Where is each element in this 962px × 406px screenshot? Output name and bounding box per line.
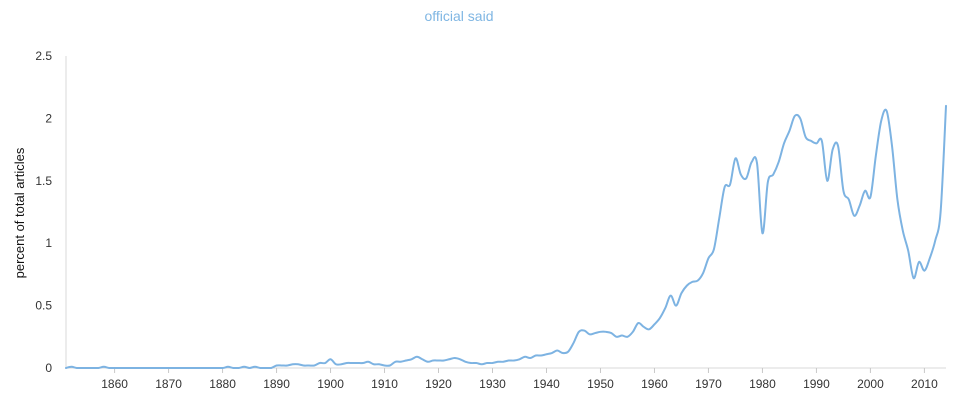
y-axis-label: percent of total articles (12, 147, 27, 278)
x-tick-label: 1860 (101, 377, 128, 391)
x-axis-ticks: 1860 1870 1880 1890 1900 1910 1920 1930 1940 1950… (101, 368, 938, 391)
x-tick-label: 1920 (425, 377, 452, 391)
y-tick-label: 0.5 (35, 299, 52, 313)
x-tick-label: 1980 (749, 377, 776, 391)
x-tick-label: 1910 (371, 377, 398, 391)
chart-title: official said (424, 8, 493, 24)
x-tick-label: 1960 (641, 377, 668, 391)
x-tick-label: 1930 (479, 377, 506, 391)
y-tick-label: 2.5 (35, 49, 52, 63)
x-tick-label: 1990 (803, 377, 830, 391)
x-tick-label: 1900 (317, 377, 344, 391)
x-tick-label: 2000 (857, 377, 884, 391)
x-tick-label: 1870 (155, 377, 182, 391)
y-axis-ticks: 0 0.5 1 1.5 2 2.5 (35, 49, 52, 375)
x-tick-label: 1880 (209, 377, 236, 391)
y-tick-label: 1.5 (35, 174, 52, 188)
x-tick-label: 1950 (587, 377, 614, 391)
y-tick-label: 2 (45, 111, 52, 125)
x-tick-label: 1890 (263, 377, 290, 391)
x-tick-label: 2010 (911, 377, 938, 391)
y-tick-label: 1 (45, 236, 52, 250)
series-line-official-said (65, 104, 947, 369)
x-tick-label: 1940 (533, 377, 560, 391)
y-tick-label: 0 (45, 361, 52, 375)
x-tick-label: 1970 (695, 377, 722, 391)
